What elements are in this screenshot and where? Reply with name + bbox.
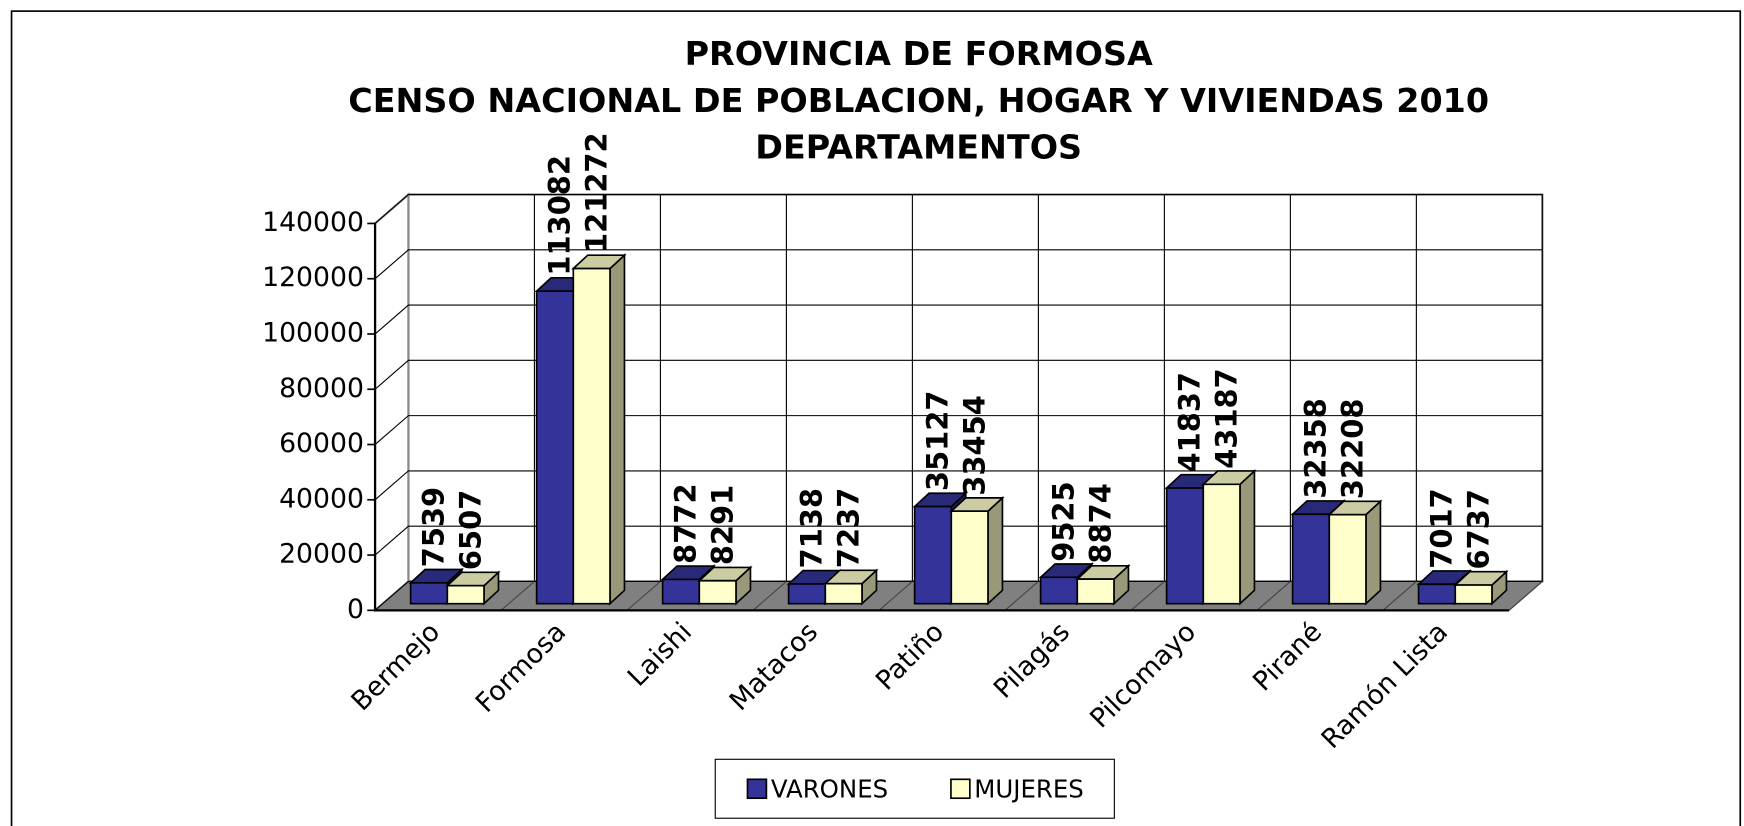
data-label: 6737 <box>1461 489 1495 569</box>
category-divider <box>1130 581 1165 611</box>
bar-face <box>572 267 611 605</box>
category-divider <box>500 581 535 611</box>
category-divider <box>1382 581 1417 611</box>
x-tick-label: Pirané <box>1247 616 1328 697</box>
data-label: 7138 <box>795 488 829 568</box>
legend-box <box>714 758 1115 819</box>
bar <box>1201 469 1257 606</box>
data-label: 43187 <box>1209 368 1243 469</box>
bar-face <box>1417 583 1457 605</box>
category-divider <box>626 581 661 611</box>
data-label: 9525 <box>1047 481 1081 561</box>
data-label: 6507 <box>453 490 487 570</box>
data-label: 7539 <box>417 487 451 567</box>
bar <box>445 570 501 606</box>
legend-label: VARONES <box>771 774 888 803</box>
bar-face <box>409 581 449 605</box>
y-tick-label: 120000 <box>262 262 364 293</box>
bar-side <box>987 495 1004 606</box>
bar-face <box>446 584 485 605</box>
category-divider <box>1508 581 1543 611</box>
bar <box>823 568 879 606</box>
bar-face <box>698 579 737 605</box>
data-label: 32208 <box>1335 399 1369 500</box>
data-label: 113082 <box>543 155 577 276</box>
data-label: 8291 <box>705 485 739 565</box>
data-label: 7237 <box>831 488 865 568</box>
data-label: 32358 <box>1299 398 1333 499</box>
bar-face <box>1039 576 1079 605</box>
legend-swatch <box>746 778 768 800</box>
data-label: 121272 <box>579 132 613 253</box>
category-divider <box>752 581 787 611</box>
y-tick-label: 20000 <box>279 539 364 570</box>
bar-side <box>1239 469 1256 606</box>
x-tick-label: Laishi <box>622 616 698 692</box>
data-label: 8874 <box>1083 483 1117 563</box>
bar-face <box>1454 584 1493 605</box>
data-label: 41837 <box>1173 372 1207 473</box>
side-wall <box>373 192 410 613</box>
bar-side <box>609 253 626 606</box>
bar-face <box>535 290 575 605</box>
bar-face <box>950 510 989 605</box>
x-tick-label: Patiño <box>870 616 950 696</box>
y-tick-label: 60000 <box>279 428 364 459</box>
chart-title: DEPARTAMENTOS <box>755 127 1082 166</box>
bar <box>697 565 753 606</box>
legend-label: MUJERES <box>974 774 1084 803</box>
bar-face <box>1076 578 1115 605</box>
bar <box>1075 563 1131 606</box>
bar <box>1327 499 1383 606</box>
bar-face <box>1165 487 1205 605</box>
category-divider <box>1256 581 1291 611</box>
y-tick-label: 100000 <box>262 317 364 348</box>
y-tick-label: 0 <box>347 594 364 625</box>
y-tick-label: 140000 <box>262 207 364 238</box>
x-tick-label: Formosa <box>470 616 572 718</box>
x-tick-label: Ramón Lista <box>1315 616 1454 755</box>
chart-title: PROVINCIA DE FORMOSA <box>685 34 1153 73</box>
y-tick-label: 40000 <box>279 483 364 514</box>
chart-border <box>10 10 1742 826</box>
bar-face <box>913 505 953 605</box>
bar <box>949 495 1005 606</box>
bar-face <box>1328 513 1367 605</box>
bar-side <box>1365 499 1382 606</box>
bar-face <box>787 583 827 605</box>
data-label: 33454 <box>957 395 991 496</box>
bar-face <box>661 578 701 605</box>
data-label: 35127 <box>921 391 955 492</box>
x-tick-label: Matacos <box>724 616 824 716</box>
category-divider <box>878 581 913 611</box>
bar <box>1453 569 1509 606</box>
bar-face <box>824 582 863 605</box>
chart-title: CENSO NACIONAL DE POBLACION, HOGAR Y VIV… <box>348 81 1489 120</box>
data-label: 7017 <box>1425 488 1459 568</box>
legend-swatch <box>950 778 971 800</box>
bar-face <box>1291 513 1331 605</box>
y-tick-label: 80000 <box>279 373 364 404</box>
x-tick-label: Pilagás <box>988 616 1076 704</box>
bar <box>571 253 627 606</box>
category-divider <box>1004 581 1039 611</box>
data-label: 8772 <box>669 483 703 563</box>
x-tick-label: Bermejo <box>345 616 446 717</box>
bar-face <box>1202 483 1241 605</box>
x-tick-label: Pilcomayo <box>1084 616 1202 734</box>
